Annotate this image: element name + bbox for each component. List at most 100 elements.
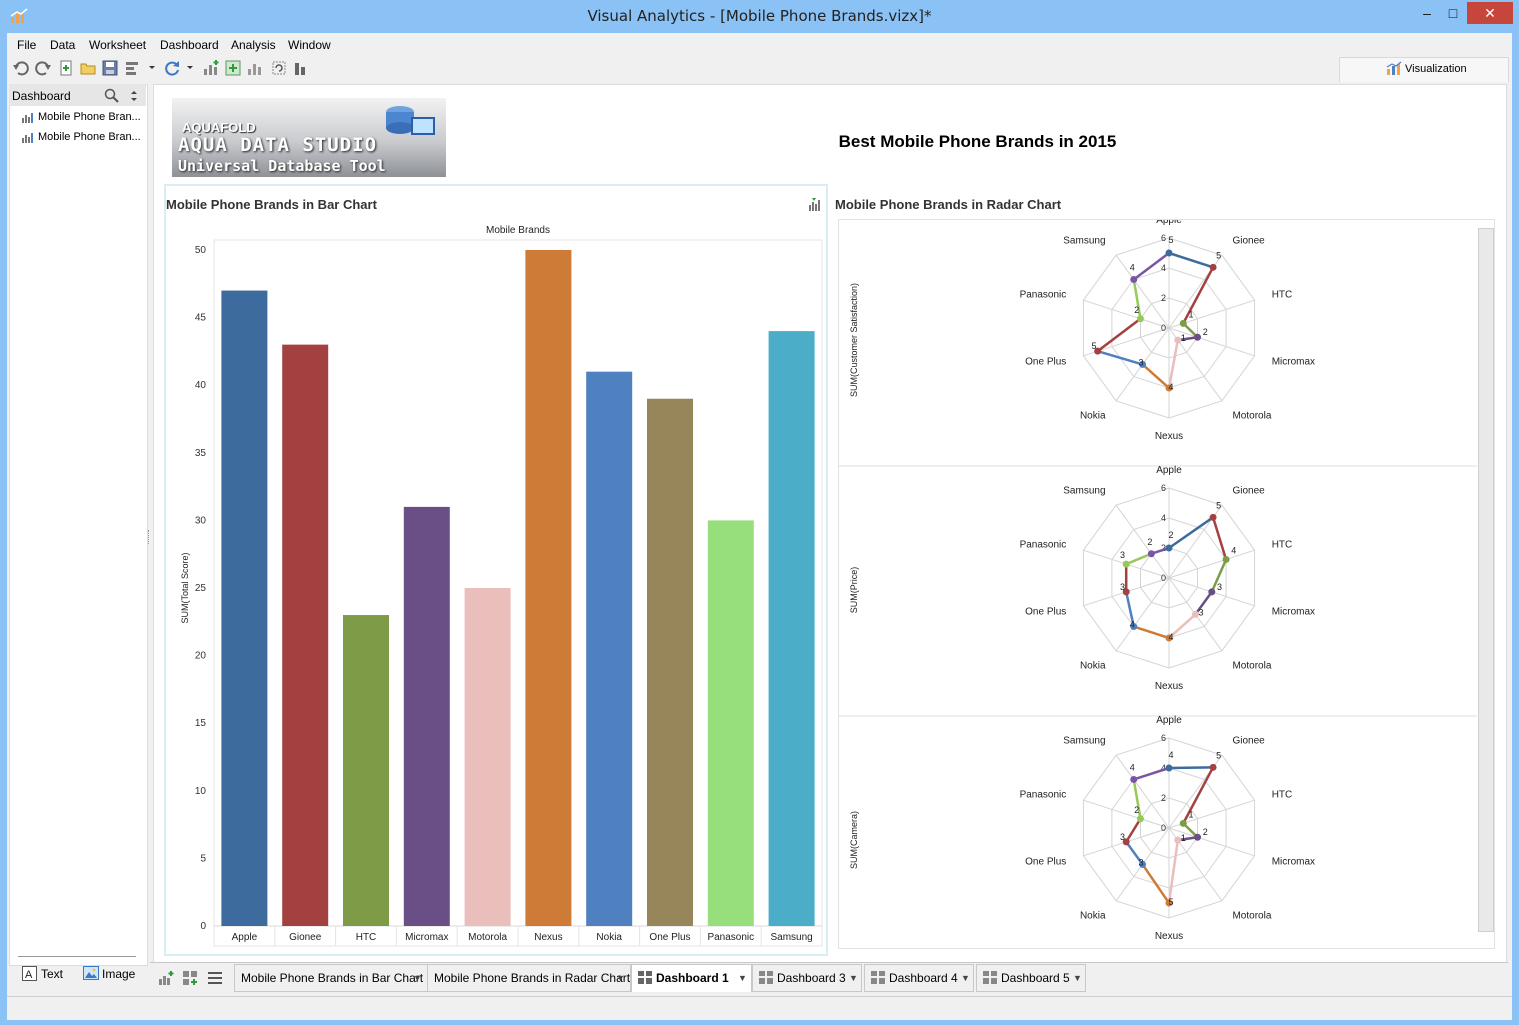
left-item-radar-chart[interactable]: Mobile Phone Bran... (38, 131, 141, 143)
menu-worksheet[interactable]: Worksheet (89, 38, 147, 52)
menu-data[interactable]: Data (50, 38, 76, 52)
radar-point-samsung (1130, 275, 1138, 283)
tab-label: Dashboard 4 (889, 971, 958, 985)
radar-spoke (1115, 254, 1170, 329)
radar-segment (1182, 766, 1215, 824)
radar-segment (1210, 558, 1228, 593)
radar-segment (1133, 766, 1170, 781)
radar-category-label: Motorola (1232, 660, 1271, 671)
radar-r-tick-label: 4 (1161, 763, 1166, 773)
radar-value-label: 4 (1130, 263, 1135, 273)
radar-category-label: Nokia (1080, 410, 1106, 421)
redo-icon[interactable] (34, 59, 52, 77)
radar-category-label: Samsung (1063, 236, 1105, 247)
worksheet-icon (22, 133, 33, 143)
undo-icon[interactable] (12, 59, 30, 77)
radar-point-panasonic (1122, 560, 1130, 568)
new-worksheet-icon[interactable] (158, 970, 174, 986)
chevron-down-icon[interactable]: ▼ (961, 973, 970, 983)
bar-x-tick-label: Gionee (289, 932, 322, 943)
tab-bar-chart[interactable]: Mobile Phone Brands in Bar Chart ▼ (234, 964, 428, 992)
bar-nokia (586, 371, 633, 926)
svg-text:A: A (25, 969, 33, 981)
open-icon[interactable] (79, 59, 97, 77)
chevron-down-icon[interactable]: ▼ (849, 973, 858, 983)
text-tool-icon[interactable]: A (22, 966, 37, 981)
bar-chart: Mobile Brands 0 5 10 15 20 25 30 35 40 45 50 SUM(Tot… (180, 225, 823, 947)
radar-value-label: 1 (1181, 833, 1186, 843)
bar-y-tick-label: 10 (195, 786, 207, 797)
radar-value-label: 2 (1147, 537, 1152, 547)
format-dropdown-icon[interactable] (148, 62, 156, 72)
chevron-down-icon[interactable]: ▼ (616, 973, 625, 983)
search-icon[interactable] (104, 88, 119, 103)
worksheet-link-icon[interactable] (808, 197, 824, 211)
chevron-down-icon[interactable]: ▼ (1073, 973, 1082, 983)
bar-icon[interactable] (292, 59, 310, 77)
left-item-bar-chart[interactable]: Mobile Phone Bran... (38, 111, 141, 123)
radar-point-one-plus (1122, 588, 1130, 596)
panel-splitter[interactable] (148, 530, 151, 544)
tab-radar-chart[interactable]: Mobile Phone Brands in Radar Chart ▼ (427, 964, 631, 992)
reset-icon[interactable] (270, 59, 288, 77)
add-chart-plus-icon[interactable] (224, 59, 242, 77)
bar-chart-zone[interactable] (164, 184, 828, 956)
dashboard-title: Best Mobile Phone Brands in 2015 (838, 132, 1117, 151)
radar-value-label: 5 (1216, 500, 1221, 510)
text-tool-label[interactable]: Text (41, 967, 64, 981)
new-dashboard-icon[interactable] (182, 970, 198, 986)
menu-window[interactable]: Window (288, 38, 331, 52)
bar-samsung (768, 331, 815, 926)
bar-panasonic (707, 520, 754, 926)
bar-y-tick-label: 0 (200, 921, 206, 932)
radar-point-motorola (1174, 836, 1182, 844)
logo-line1: AQUAFOLD (182, 120, 256, 135)
radar-segment (1141, 363, 1170, 389)
format-icon[interactable] (124, 59, 142, 77)
list-tabs-icon[interactable] (207, 971, 223, 985)
radar-category-label: Apple (1156, 715, 1182, 726)
radar-point-nokia (1139, 360, 1147, 368)
radar-category-label: Gionee (1232, 736, 1265, 747)
image-tool-icon[interactable] (83, 966, 99, 980)
refresh-icon[interactable] (163, 59, 181, 77)
close-button[interactable]: ✕ (1467, 2, 1513, 24)
save-icon[interactable] (101, 59, 119, 77)
new-icon[interactable] (57, 59, 75, 77)
visualization-tab[interactable] (1339, 57, 1509, 82)
radar-category-label: Samsung (1063, 486, 1105, 497)
radar-r-tick-label: 4 (1161, 513, 1166, 523)
menu-file[interactable]: File (17, 38, 37, 52)
radar-point-motorola (1174, 336, 1182, 344)
menu-dashboard[interactable]: Dashboard (160, 38, 219, 52)
bar-x-tick-label: Samsung (770, 932, 812, 943)
radar-value-label: 4 (1130, 763, 1135, 773)
chevron-down-icon[interactable]: ▼ (413, 973, 422, 983)
radar-segment (1133, 625, 1170, 640)
radar-category-label: Motorola (1232, 410, 1271, 421)
maximize-button[interactable]: □ (1448, 5, 1458, 21)
dashboard-panel-title: Dashboard (12, 89, 71, 103)
radar-value-label: 4 (1168, 750, 1173, 760)
chart-icon[interactable] (246, 59, 264, 77)
sort-icon[interactable] (129, 89, 139, 103)
bar-htc (343, 615, 389, 926)
radar-segment (1141, 863, 1171, 904)
minimize-button[interactable]: – (1423, 5, 1431, 21)
menu-analysis[interactable]: Analysis (231, 38, 276, 52)
radar-value-label: 4 (1231, 546, 1236, 556)
radar-point-apple (1165, 249, 1173, 257)
radar-value-label: 3 (1139, 357, 1144, 367)
bar-x-tick-label: HTC (356, 932, 377, 943)
radar-scrollbar[interactable] (1478, 228, 1494, 932)
add-chart-icon[interactable] (202, 59, 220, 77)
bar-y-tick-label: 40 (195, 380, 207, 391)
refresh-dropdown-icon[interactable] (186, 62, 194, 72)
radar-segment (1097, 349, 1143, 366)
chevron-down-icon[interactable]: ▼ (738, 973, 747, 983)
logo-graphic (386, 106, 435, 135)
bar-gionee (282, 344, 329, 926)
image-tool-label[interactable]: Image (102, 967, 136, 981)
tab-dashboard-1[interactable]: Dashboard 1 ▼ (631, 964, 752, 992)
radar-value-label: 4 (1168, 382, 1173, 392)
